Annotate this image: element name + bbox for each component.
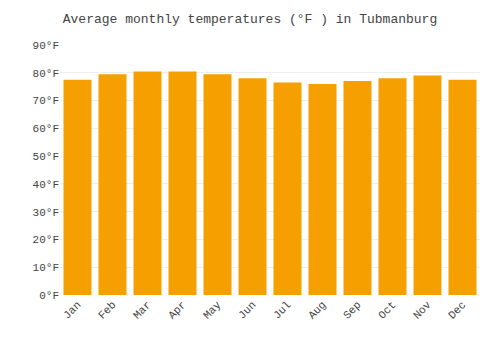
svg-text:Feb: Feb: [96, 299, 118, 321]
svg-text:90°F: 90°F: [33, 40, 59, 52]
svg-text:80°F: 80°F: [33, 68, 59, 80]
svg-text:Sep: Sep: [341, 299, 363, 321]
svg-text:Jul: Jul: [271, 299, 293, 321]
svg-text:Aug: Aug: [306, 299, 328, 321]
svg-text:50°F: 50°F: [33, 151, 59, 163]
svg-text:Jan: Jan: [61, 299, 83, 321]
svg-text:30°F: 30°F: [33, 207, 59, 219]
svg-text:70°F: 70°F: [33, 95, 59, 107]
svg-text:Jun: Jun: [236, 299, 258, 321]
svg-text:40°F: 40°F: [33, 179, 59, 191]
svg-text:20°F: 20°F: [33, 234, 59, 246]
svg-text:Nov: Nov: [411, 299, 434, 322]
svg-text:Apr: Apr: [166, 299, 188, 321]
svg-text:Dec: Dec: [446, 299, 468, 321]
svg-text:Mar: Mar: [131, 299, 153, 321]
svg-text:60°F: 60°F: [33, 123, 59, 135]
svg-text:Oct: Oct: [376, 299, 398, 321]
svg-text:0°F: 0°F: [39, 290, 59, 302]
svg-text:May: May: [201, 299, 224, 322]
svg-text:10°F: 10°F: [33, 262, 59, 274]
svg-text:Average monthly temperatures (: Average monthly temperatures (°F ) in Tu…: [63, 12, 437, 27]
